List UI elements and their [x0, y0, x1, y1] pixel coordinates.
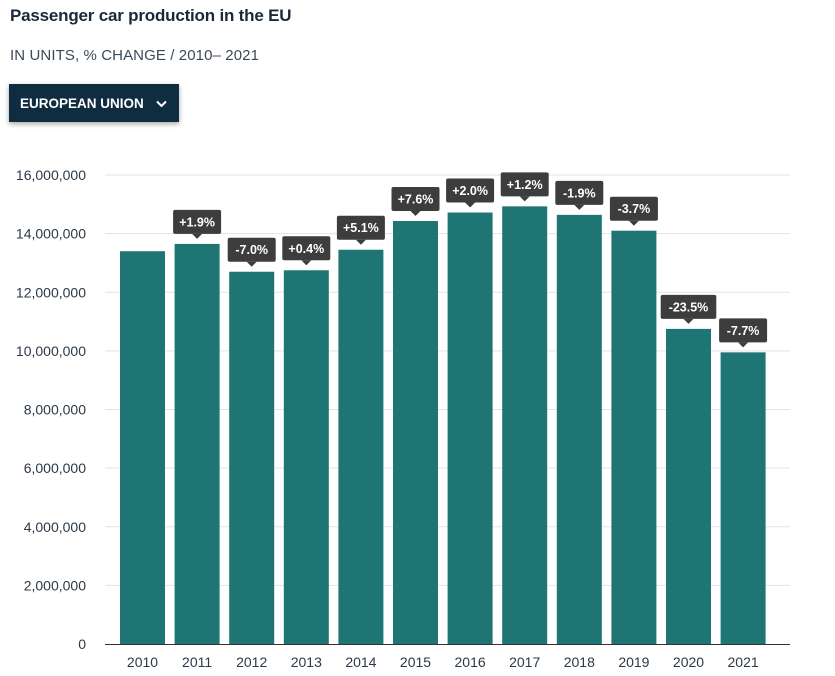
data-label-box [500, 172, 549, 197]
chart-title: Passenger car production in the EU [10, 6, 292, 25]
bar [283, 270, 329, 644]
bar [338, 249, 384, 644]
data-label-text: -1.9% [563, 186, 596, 200]
data-label: -1.9% [555, 180, 604, 210]
region-dropdown-label: EUROPEAN UNION [20, 95, 144, 111]
bar [720, 352, 766, 644]
data-label-text: +5.1% [343, 221, 379, 235]
data-label-text: +2.0% [452, 184, 488, 198]
x-tick-label: 2010 [127, 654, 158, 670]
y-tick-label: 8,000,000 [24, 402, 86, 418]
x-tick-label: 2011 [182, 654, 212, 670]
data-label: +5.1% [336, 215, 385, 245]
chevron-down-icon [155, 97, 168, 110]
y-tick-label: 4,000,000 [24, 519, 86, 535]
data-label-pointer [355, 239, 366, 245]
data-label: +7.6% [391, 187, 440, 217]
y-tick-label: 6,000,000 [24, 460, 86, 476]
data-label-box [227, 237, 276, 262]
bar [174, 243, 220, 644]
bar [611, 230, 657, 644]
data-label-box [282, 236, 331, 261]
data-label-box [446, 178, 495, 203]
x-tick-label: 2018 [564, 654, 595, 670]
data-label-pointer [574, 204, 585, 210]
x-tick-label: 2017 [509, 654, 540, 670]
chart-subtitle: IN UNITS, % CHANGE / 2010– 2021 [10, 47, 260, 64]
data-label-box [660, 294, 717, 319]
data-label-pointer [301, 260, 312, 266]
x-tick-label: 2019 [618, 654, 649, 670]
bar [556, 214, 602, 645]
data-label: +0.4% [282, 236, 331, 266]
data-label: -23.5% [660, 294, 717, 324]
data-label-text: +0.4% [288, 242, 324, 256]
bar [666, 328, 711, 644]
y-tick-label: 14,000,000 [16, 226, 86, 242]
data-label-box [336, 215, 385, 240]
data-label-box [609, 196, 658, 221]
y-tick-label: 12,000,000 [16, 284, 86, 300]
data-label-pointer [738, 342, 749, 348]
x-tick-label: 2014 [345, 654, 376, 670]
data-label-box [555, 180, 604, 205]
x-tick-label: 2021 [728, 654, 759, 670]
region-dropdown[interactable]: EUROPEAN UNION [9, 84, 179, 122]
data-label-pointer [465, 202, 476, 208]
bar [229, 271, 275, 644]
data-label-text: +7.6% [398, 193, 434, 207]
x-tick-label: 2016 [455, 654, 486, 670]
data-label-text: +1.2% [507, 178, 543, 192]
data-label: -7.7% [719, 318, 768, 348]
y-tick-label: 16,000,000 [16, 167, 86, 183]
data-label-text: +1.9% [179, 215, 215, 229]
data-label-pointer [628, 220, 639, 226]
data-label-pointer [410, 211, 421, 217]
y-tick-label: 0 [78, 636, 86, 652]
data-label-pointer [192, 233, 203, 239]
data-label-text: -7.0% [235, 243, 268, 257]
bar [502, 206, 548, 644]
y-tick-label: 10,000,000 [16, 343, 86, 359]
x-tick-label: 2015 [400, 654, 431, 670]
data-label: +1.2% [500, 172, 549, 202]
y-tick-label: 2,000,000 [24, 577, 86, 593]
data-label: +2.0% [446, 178, 495, 208]
data-label-pointer [683, 318, 694, 324]
bar [120, 251, 165, 644]
data-label: -7.0% [227, 237, 276, 267]
data-label: +1.9% [173, 209, 222, 239]
x-tick-label: 2013 [291, 654, 322, 670]
data-label-text: -7.7% [727, 324, 760, 338]
bar [393, 221, 438, 644]
data-label-pointer [519, 196, 530, 202]
data-label-box [391, 187, 440, 212]
data-label-text: -3.7% [618, 202, 651, 216]
data-label-pointer [246, 261, 257, 267]
bar [447, 212, 493, 644]
data-label-box [719, 318, 768, 343]
data-label: -3.7% [609, 196, 658, 226]
x-tick-label: 2012 [236, 654, 267, 670]
data-label-box [173, 209, 222, 234]
data-label-text: -23.5% [669, 300, 709, 314]
x-tick-label: 2020 [673, 654, 704, 670]
